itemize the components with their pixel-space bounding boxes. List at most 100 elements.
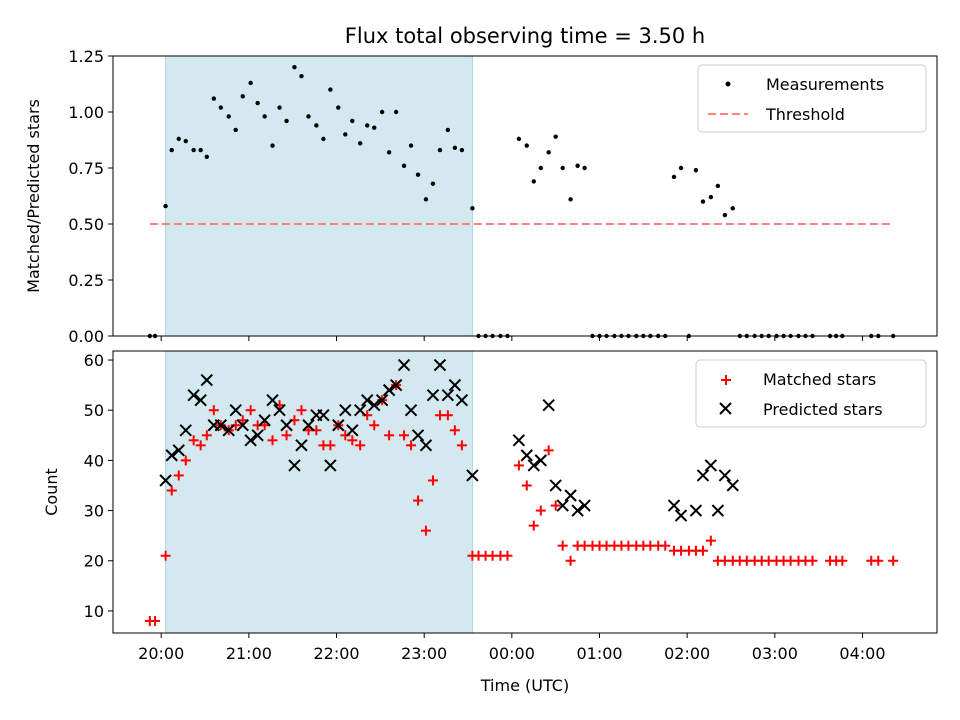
predicted-star-point [419,439,433,452]
y-tick-label: 40 [84,451,104,470]
matched-star-point [347,435,358,446]
measurement-point [437,147,443,153]
measurement-point [328,87,333,92]
legend-matched-marker [721,375,731,385]
measurement-point [386,150,392,155]
predicted-star-point [564,489,577,502]
predicted-star-point [696,469,710,482]
predicted-star-point [455,393,469,407]
legend-measurements-label: Measurements [766,75,884,94]
matched-star-point [399,430,410,441]
measurement-point [538,165,543,171]
observing-window-shade [165,55,473,337]
measurement-point [531,179,536,184]
ratio-panel-frame [112,55,938,337]
predicted-star-point [244,434,257,447]
measurement-point [546,150,551,155]
matched-star-point [245,405,256,416]
matched-star-point [535,505,546,516]
legend-predicted-label: Predicted stars [763,400,883,419]
measurement-point [379,109,385,115]
predicted-star-point [361,393,374,407]
matched-star-point [413,495,424,506]
measurement-point [678,165,684,171]
predicted-star-point [711,504,725,517]
matched-star-point [660,540,671,551]
predicted-star-point [222,424,235,437]
measurement-point [183,138,188,144]
predicted-star-point [172,444,185,457]
measurement-point [240,94,245,99]
measurement-point [568,197,573,202]
predicted-star-point [426,388,440,402]
measurement-point [708,194,714,200]
matched-star-point [173,470,184,481]
matched-star-point [281,430,292,441]
measurement-point [350,118,355,124]
predicted-star-point [520,449,533,462]
predicted-star-point [165,449,178,462]
measurement-point [336,105,341,110]
x-axis-label: Time (UTC) [480,676,569,695]
y-tick-label: 0.25 [68,271,104,290]
matched-star-point [259,420,270,431]
predicted-star-point [280,419,293,432]
predicted-star-point [571,504,584,517]
predicted-star-point [368,398,381,412]
predicted-star-point [375,393,389,407]
predicted-star-point [302,419,315,432]
legend-box [695,359,927,428]
measurement-point [191,147,196,153]
measurement-point [198,147,203,153]
matched-star-point [325,440,336,451]
predicted-star-point [159,474,172,487]
measurement-point [524,143,529,148]
x-tick-label: 20:00 [138,644,184,663]
measurement-point [516,136,522,142]
predicted-star-point [404,404,418,417]
predicted-star-point [397,358,411,372]
predicted-star-point [179,424,192,437]
predicted-star-point [382,383,396,397]
measurement-point [730,206,735,211]
matched-star-point [296,405,307,416]
matched-star-point [705,535,716,546]
ratio-x-ticks [160,336,863,341]
predicted-star-point [288,459,301,472]
predicted-star-point [317,409,330,422]
matched-star-point [807,555,818,566]
measurement-point [700,199,706,204]
y-tick-label: 0.00 [68,327,104,346]
measurement-point [255,100,260,106]
predicted-star-point [229,404,242,417]
count-panel: 10 20 30 40 50 60 20:00 21:00 22:00 23:00 00:00 01… [42,350,938,663]
legend-matched-label: Matched stars [763,370,876,389]
measurement-point [452,145,458,151]
count-panel-frame [112,350,938,634]
measurement-point [372,125,377,130]
measurement-point [321,136,326,142]
predicted-star-point [674,509,688,522]
matched-star-point [180,455,191,466]
predicted-star-point [251,429,264,442]
measurement-point [575,163,580,168]
x-tick-label: 21:00 [226,644,272,663]
predicted-stars-series [159,358,739,522]
predicted-star-point [718,469,732,482]
measurement-point [470,206,475,211]
measurement-point [553,134,558,139]
predicted-star-point [295,439,308,452]
y-tick-label: 30 [84,502,104,521]
measurement-point [671,174,677,180]
legend-measurement-marker [725,81,731,87]
predicted-star-point [667,499,681,512]
matched-star-point [160,550,171,561]
predicted-star-point [704,459,718,472]
predicted-star-point [332,419,345,432]
x-tick-label: 22:00 [313,644,359,663]
predicted-star-point [441,388,455,402]
measurement-point [459,147,465,153]
matched-star-point [550,500,561,511]
count-x-ticks: 20:00 21:00 22:00 23:00 00:00 01:00 02:00 03:00… [138,633,886,663]
